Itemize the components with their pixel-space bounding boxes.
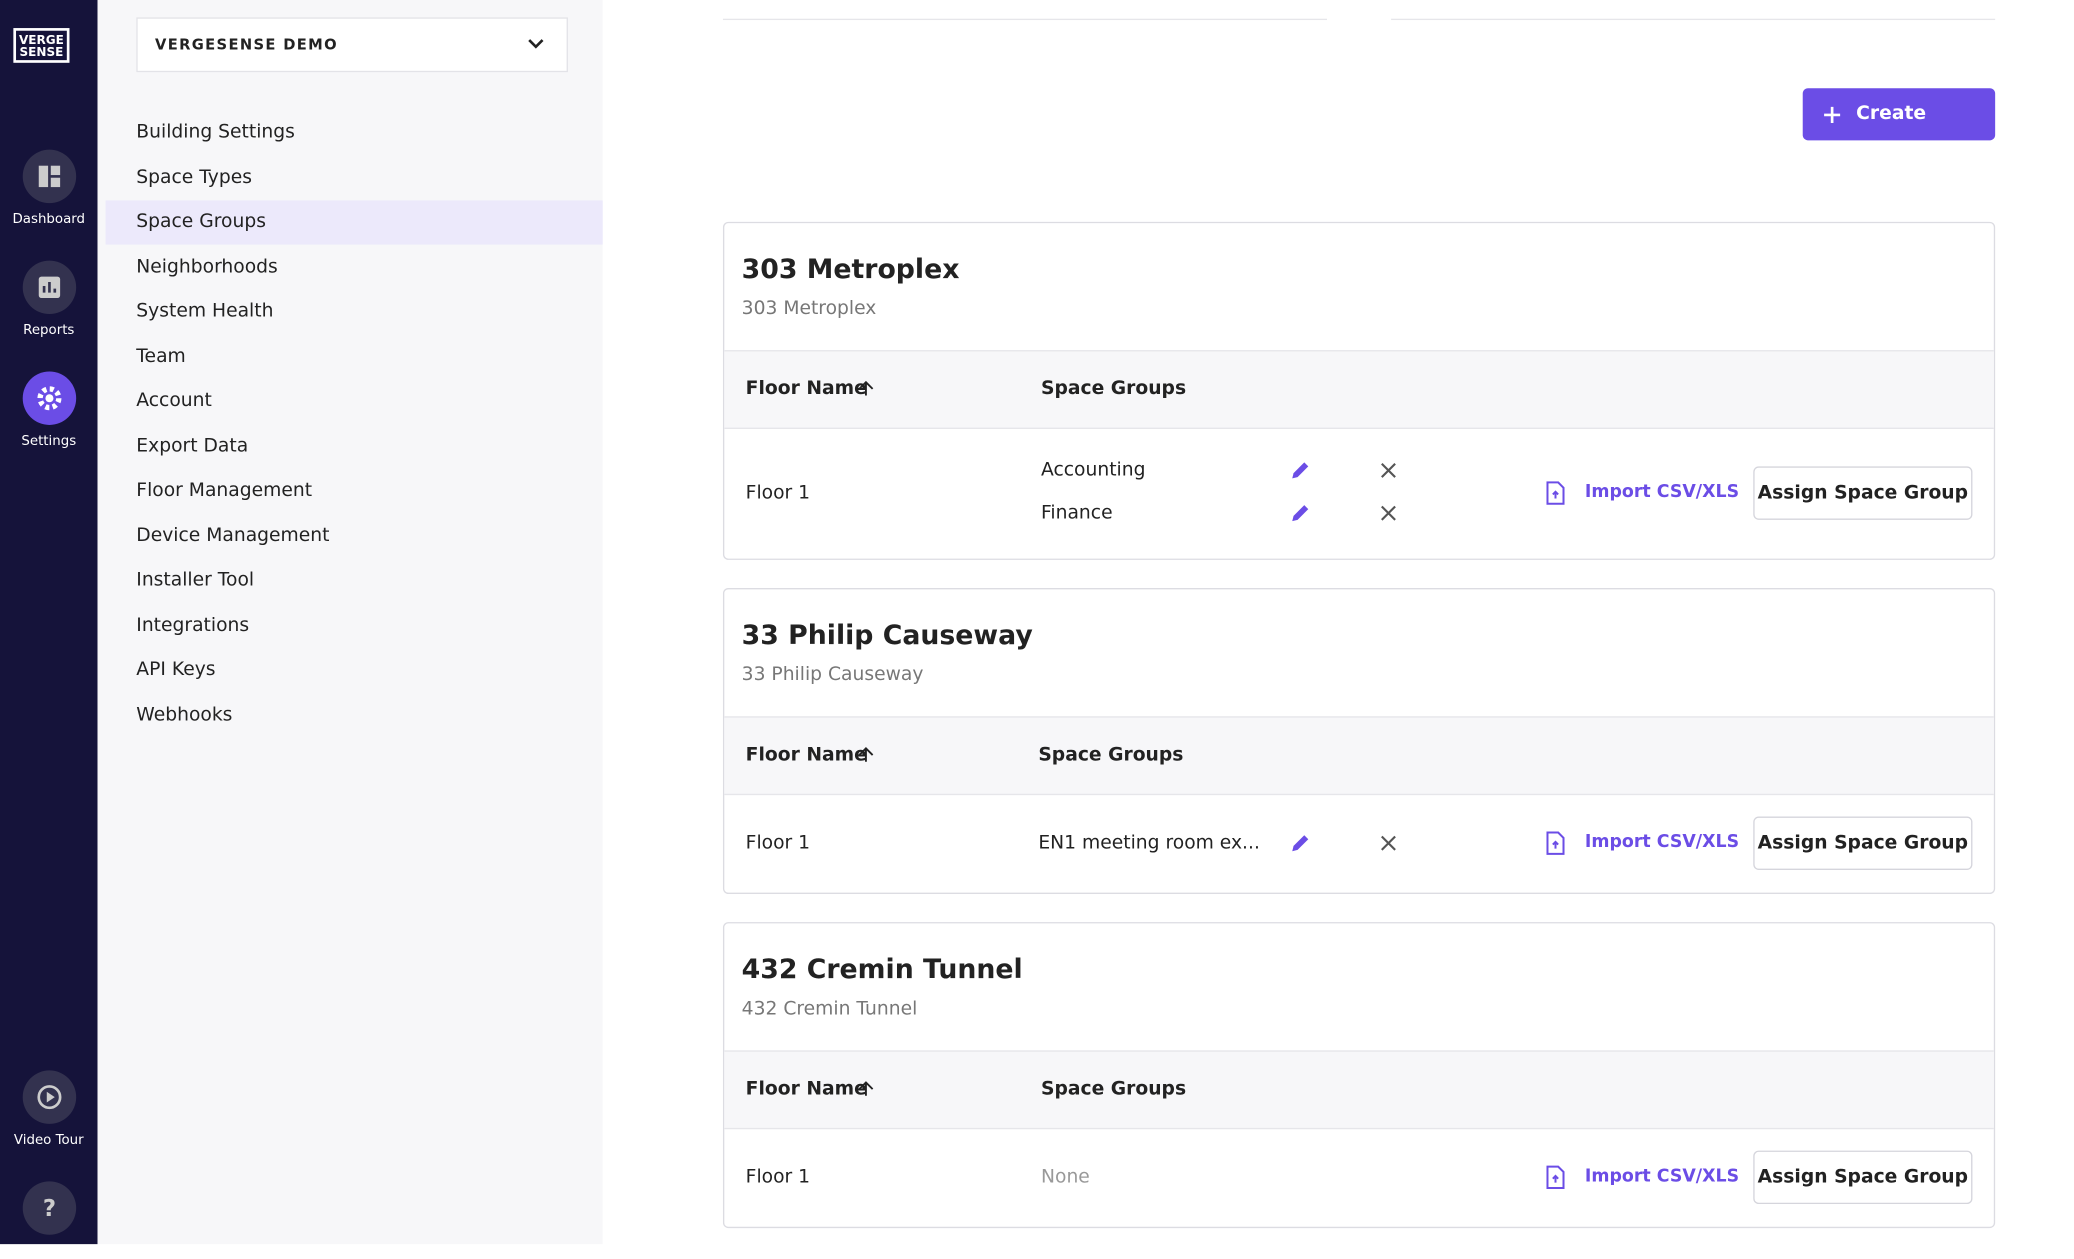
remove-icon[interactable]: [1379, 833, 1398, 857]
space-group: Finance: [1041, 502, 1113, 524]
edit-icon[interactable]: [1288, 831, 1312, 860]
rail-label: Dashboard: [12, 212, 86, 228]
edit-icon[interactable]: [1288, 501, 1312, 530]
menu-item[interactable]: Space Types: [136, 166, 253, 188]
menu-item[interactable]: API Keys: [136, 658, 216, 681]
building-address: 33 Philip Causeway: [741, 664, 924, 686]
logo: VERGE SENSE: [13, 28, 70, 63]
rail-label: Settings: [21, 434, 77, 450]
logo-text: SENSE: [19, 46, 64, 61]
edit-icon[interactable]: [1288, 458, 1312, 487]
building-name: 432 Cremin Tunnel: [741, 952, 1023, 985]
building-name: 303 Metroplex: [741, 252, 960, 285]
floor-name: Floor 1: [745, 481, 811, 504]
menu-item[interactable]: Building Settings: [136, 121, 295, 143]
menu-item[interactable]: System Health: [136, 300, 274, 323]
empty-groups: None: [1041, 1165, 1090, 1188]
rail-item[interactable]: Dashboard: [0, 149, 98, 228]
import-label: Import CSV/XLS: [1584, 1165, 1740, 1187]
column-header[interactable]: Floor Name: [745, 378, 867, 400]
org-selector[interactable]: VERGESENSE DEMO: [136, 17, 568, 73]
import-link[interactable]: Import CSV/XLS: [1546, 1164, 1740, 1189]
rail-item[interactable]: Reports: [0, 260, 98, 339]
rail-item[interactable]: Settings: [0, 371, 98, 450]
building-card: 432 Cremin Tunnel 432 Cremin Tunnel Floor …: [722, 922, 1996, 1229]
table-header: Floor Name Space Groups: [724, 350, 1994, 429]
table-header: Floor Name Space Groups: [724, 716, 1994, 796]
building-address: 303 Metroplex: [741, 298, 877, 320]
column-header[interactable]: Floor Name: [745, 744, 867, 766]
rail-label: Reports: [23, 323, 75, 339]
menu-item[interactable]: Export Data: [136, 434, 249, 457]
import-label: Import CSV/XLS: [1584, 831, 1740, 852]
column-header: Space Groups: [1038, 744, 1184, 766]
menu-item[interactable]: Installer Tool: [136, 569, 255, 591]
settings-menu: VERGESENSE DEMO Building Settings Space T…: [97, 0, 603, 1245]
menu-item[interactable]: Device Management: [136, 524, 330, 546]
building-card: 303 Metroplex 303 Metroplex Floor Name Spac…: [722, 221, 1996, 560]
org-name: VERGESENSE DEMO: [155, 36, 338, 54]
building-list: 303 Metroplex 303 Metroplex Floor Name Spac…: [722, 221, 1996, 1229]
nav-rail: VERGE SENSE Dashboard Reports Settings Video…: [0, 0, 98, 1259]
menu-item[interactable]: Webhooks: [136, 703, 233, 725]
menu-item[interactable]: Floor Management: [136, 479, 313, 502]
column-header[interactable]: Floor Name: [745, 1078, 867, 1100]
import-label: Import CSV/XLS: [1584, 481, 1740, 502]
assign-button[interactable]: Assign Space Group: [1753, 465, 1973, 520]
svg-text:?: ?: [42, 1196, 55, 1221]
remove-icon[interactable]: [1379, 461, 1398, 485]
import-link[interactable]: Import CSV/XLS: [1546, 830, 1740, 855]
assign-button[interactable]: Assign Space Group: [1753, 1149, 1973, 1204]
table-row: Floor 1 None Import CSV/XLS Assign Space Gr…: [724, 1129, 1994, 1227]
building-address: 432 Cremin Tunnel: [741, 998, 918, 1020]
menu-item[interactable]: Neighborhoods: [136, 255, 278, 278]
logo-text: VERGE: [18, 34, 64, 49]
rail-item[interactable]: ? Support: [0, 1181, 98, 1259]
table-row: Floor 1 Accounting Finance Import CSV/XLS As…: [724, 429, 1994, 559]
rail-item[interactable]: Video Tour: [0, 1070, 98, 1148]
table-header: Floor Name Space Groups: [724, 1050, 1994, 1130]
assign-button[interactable]: Assign Space Group: [1753, 815, 1973, 870]
menu-item[interactable]: Space Groups: [105, 200, 603, 245]
chevron: [528, 39, 544, 49]
building-card: 33 Philip Causeway 33 Philip Causeway Floo…: [722, 587, 1996, 895]
import-link[interactable]: Import CSV/XLS: [1546, 480, 1740, 505]
table-row: Floor 1 EN1 meeting room ex... Import CSV/…: [724, 795, 1994, 893]
rail-label: Support: [22, 1244, 76, 1259]
menu-item[interactable]: Integrations: [136, 614, 250, 636]
space-group: Accounting: [1041, 459, 1146, 482]
floor-name: Floor 1: [745, 831, 811, 854]
building-name: 33 Philip Causeway: [741, 618, 1033, 651]
remove-icon[interactable]: [1379, 504, 1398, 528]
column-header: Space Groups: [1041, 1078, 1187, 1100]
menu-item[interactable]: Account: [136, 390, 212, 412]
button-label: Create Group: [1856, 102, 1927, 177]
floor-name: Floor 1: [745, 1165, 811, 1188]
menu-item[interactable]: Team: [136, 345, 186, 367]
create-group-button[interactable]: Create Group: [1802, 88, 1996, 176]
column-header: Space Groups: [1041, 378, 1187, 400]
rail-label: Video Tour: [13, 1133, 84, 1148]
space-group: EN1 meeting room ex...: [1038, 831, 1260, 854]
